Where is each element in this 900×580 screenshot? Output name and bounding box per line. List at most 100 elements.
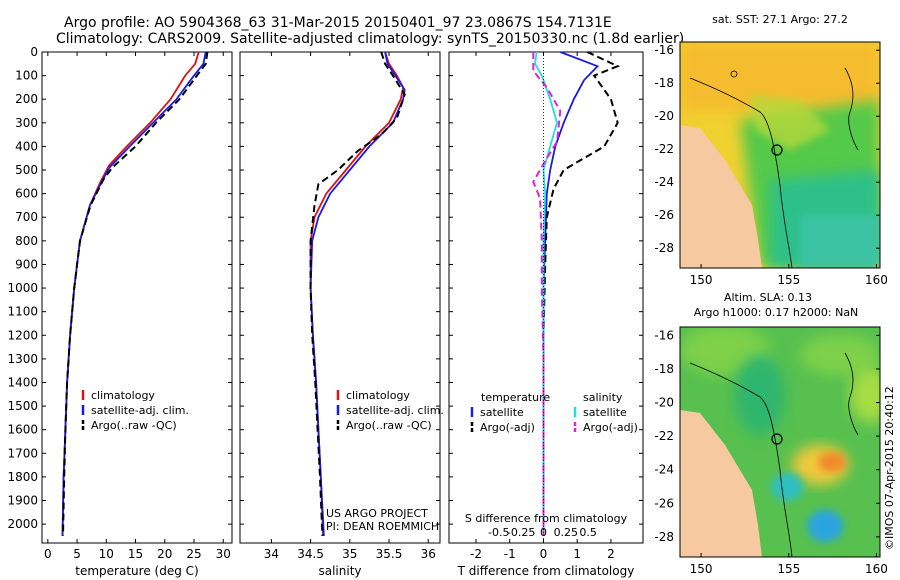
depth-tick-label: 1400	[7, 375, 38, 389]
salinity-xtick-label: 34.5	[297, 547, 324, 561]
depth-tick-label: 300	[15, 116, 38, 130]
salinity-xtick-label: 35	[342, 547, 357, 561]
imos-credit: ©IMOS 07-Apr-2015 20:40:12	[883, 386, 896, 550]
sla_map-ytick-label: -20	[654, 396, 674, 410]
diff-legend-label: satellite	[583, 406, 627, 419]
sla_map-xtick-label: 155	[777, 562, 800, 576]
salinity-legend-label: Argo(..raw -QC)	[346, 419, 432, 432]
diff-x2tick-label: 0.25	[554, 526, 579, 539]
temperature-series-2	[62, 51, 209, 536]
temperature-series-1	[61, 51, 207, 536]
depth-tick-label: 500	[15, 163, 38, 177]
temperature-legend-label: Argo(..raw -QC)	[91, 419, 177, 432]
depth-tick-label: 1900	[7, 494, 38, 508]
depth-tick-label: 800	[15, 234, 38, 248]
sst_map-ytick-label: -22	[654, 142, 674, 156]
temperature-xtick-label: 30	[216, 547, 231, 561]
depth-tick-label: 2000	[7, 517, 38, 531]
depth-tick-label: 200	[15, 92, 38, 106]
sla_map-ytick-label: -16	[654, 328, 674, 342]
sla_map-ytick-label: -26	[654, 496, 674, 510]
salinity-axes-box	[239, 51, 441, 544]
diff-x2tick-label: -0.5	[488, 526, 509, 539]
sst_map-xtick-label: 150	[690, 273, 713, 287]
sst_map-ytick-label: -18	[654, 76, 674, 90]
diff-x2tick-label: 0.5	[579, 526, 597, 539]
depth-tick-label: 1000	[7, 281, 38, 295]
difference-panel: -2 -1 0 1 2 T difference from climatology -0.5…	[448, 51, 644, 578]
depth-tick-label: 1100	[7, 305, 38, 319]
depth-tick-label: 1500	[7, 399, 38, 413]
temperature-panel: 0 5 10 15 20 25 300100200300400500600700800900…	[7, 45, 233, 578]
salinity-xtick-label: 34	[264, 547, 279, 561]
depth-tick-label: 1300	[7, 352, 38, 366]
temperature-series-0	[61, 51, 200, 536]
diff-legend-label: satellite	[480, 406, 524, 419]
salinity-xlabel: salinity	[318, 564, 361, 578]
depth-tick-label: 900	[15, 257, 38, 271]
depth-tick-label: 1800	[7, 470, 38, 484]
sla_map-ytick-label: -28	[654, 530, 674, 544]
sst-map-title: sat. SST: 27.1 Argo: 27.2	[712, 13, 848, 26]
sla-map-panel: Altim. SLA: 0.13 Argo h1000: 0.17 h2000:…	[654, 291, 888, 576]
salinity-legend-label: climatology	[346, 389, 410, 402]
sla-map-field	[680, 327, 880, 557]
temperature-xtick-label: 20	[157, 547, 172, 561]
diff-xlabel2: S difference from climatology	[465, 512, 628, 525]
difference-series-0	[542, 51, 600, 536]
temperature-xtick-label: 0	[44, 547, 52, 561]
temperature-xlabel: temperature (deg C)	[75, 564, 198, 578]
diff-x2tick-label: 0	[540, 526, 547, 539]
depth-tick-label: 0	[30, 45, 38, 59]
sst_map-xtick-label: 155	[777, 273, 800, 287]
sst-land	[680, 125, 762, 268]
temperature-xtick-label: 25	[186, 547, 201, 561]
sst_map-ytick-label: -16	[654, 43, 674, 57]
difference-xlabel: T difference from climatology	[457, 564, 635, 578]
temperature-xtick-label: 10	[99, 547, 114, 561]
credit-pi: PI: DEAN ROEMMICH	[326, 520, 439, 533]
temperature-axes-box	[41, 51, 233, 544]
sla_map-ytick-label: -18	[654, 362, 674, 376]
sst_map-ytick-label: -24	[654, 175, 674, 189]
sst-map-panel: sat. SST: 27.1 Argo: 27.2 150 155 160 -16 -1…	[654, 13, 888, 287]
sst-argo-marker	[771, 144, 783, 156]
temperature-legend-label: climatology	[91, 389, 155, 402]
difference-series-3	[532, 52, 562, 536]
depth-tick-label: 700	[15, 210, 38, 224]
difference-axes-box	[448, 51, 644, 544]
sla_map-ytick-label: -24	[654, 463, 674, 477]
difference-xtick-label: 1	[573, 547, 581, 561]
salinity-series-0	[309, 51, 405, 536]
diff-legend-label: Argo(-adj)	[583, 421, 638, 434]
diff-legend-temp-title: temperature	[481, 391, 550, 404]
salinity-panel: 34 34.5 35 35.5 36 salinity climatology satelli…	[239, 51, 444, 578]
sla-land	[680, 410, 762, 557]
sla_map-xtick-label: 160	[865, 562, 888, 576]
sst-map-field	[680, 42, 880, 268]
diff-legend-label: Argo(-adj)	[480, 421, 535, 434]
temperature-xtick-label: 5	[73, 547, 81, 561]
difference-xtick-label: -1	[504, 547, 516, 561]
sla-map-subtitle: Argo h1000: 0.17 h2000: NaN	[694, 306, 859, 319]
depth-tick-label: 600	[15, 187, 38, 201]
difference-series-1	[542, 51, 621, 536]
header-line2: Climatology: CARS2009. Satellite-adjuste…	[56, 31, 684, 47]
depth-tick-label: 100	[15, 69, 38, 83]
diff-legend-sal-title: salinity	[583, 391, 623, 404]
sst_map-xtick-label: 160	[865, 273, 888, 287]
sst_map-ytick-label: -28	[654, 241, 674, 255]
temperature-legend-label: satellite-adj. clim.	[91, 404, 189, 417]
diff-x2tick-label: -0.25	[507, 526, 535, 539]
difference-xtick-label: -2	[470, 547, 482, 561]
depth-tick-label: 1200	[7, 328, 38, 342]
salinity-legend-label: satellite-adj. clim.	[346, 404, 444, 417]
difference-series-2	[534, 51, 558, 536]
salinity-xtick-label: 36	[421, 547, 436, 561]
header-line1: Argo profile: AO 5904368_63 31-Mar-2015 …	[64, 15, 612, 31]
salinity-series-2	[309, 51, 406, 536]
depth-tick-label: 1600	[7, 423, 38, 437]
difference-xtick-label: 0	[540, 547, 548, 561]
depth-tick-label: 1700	[7, 446, 38, 460]
